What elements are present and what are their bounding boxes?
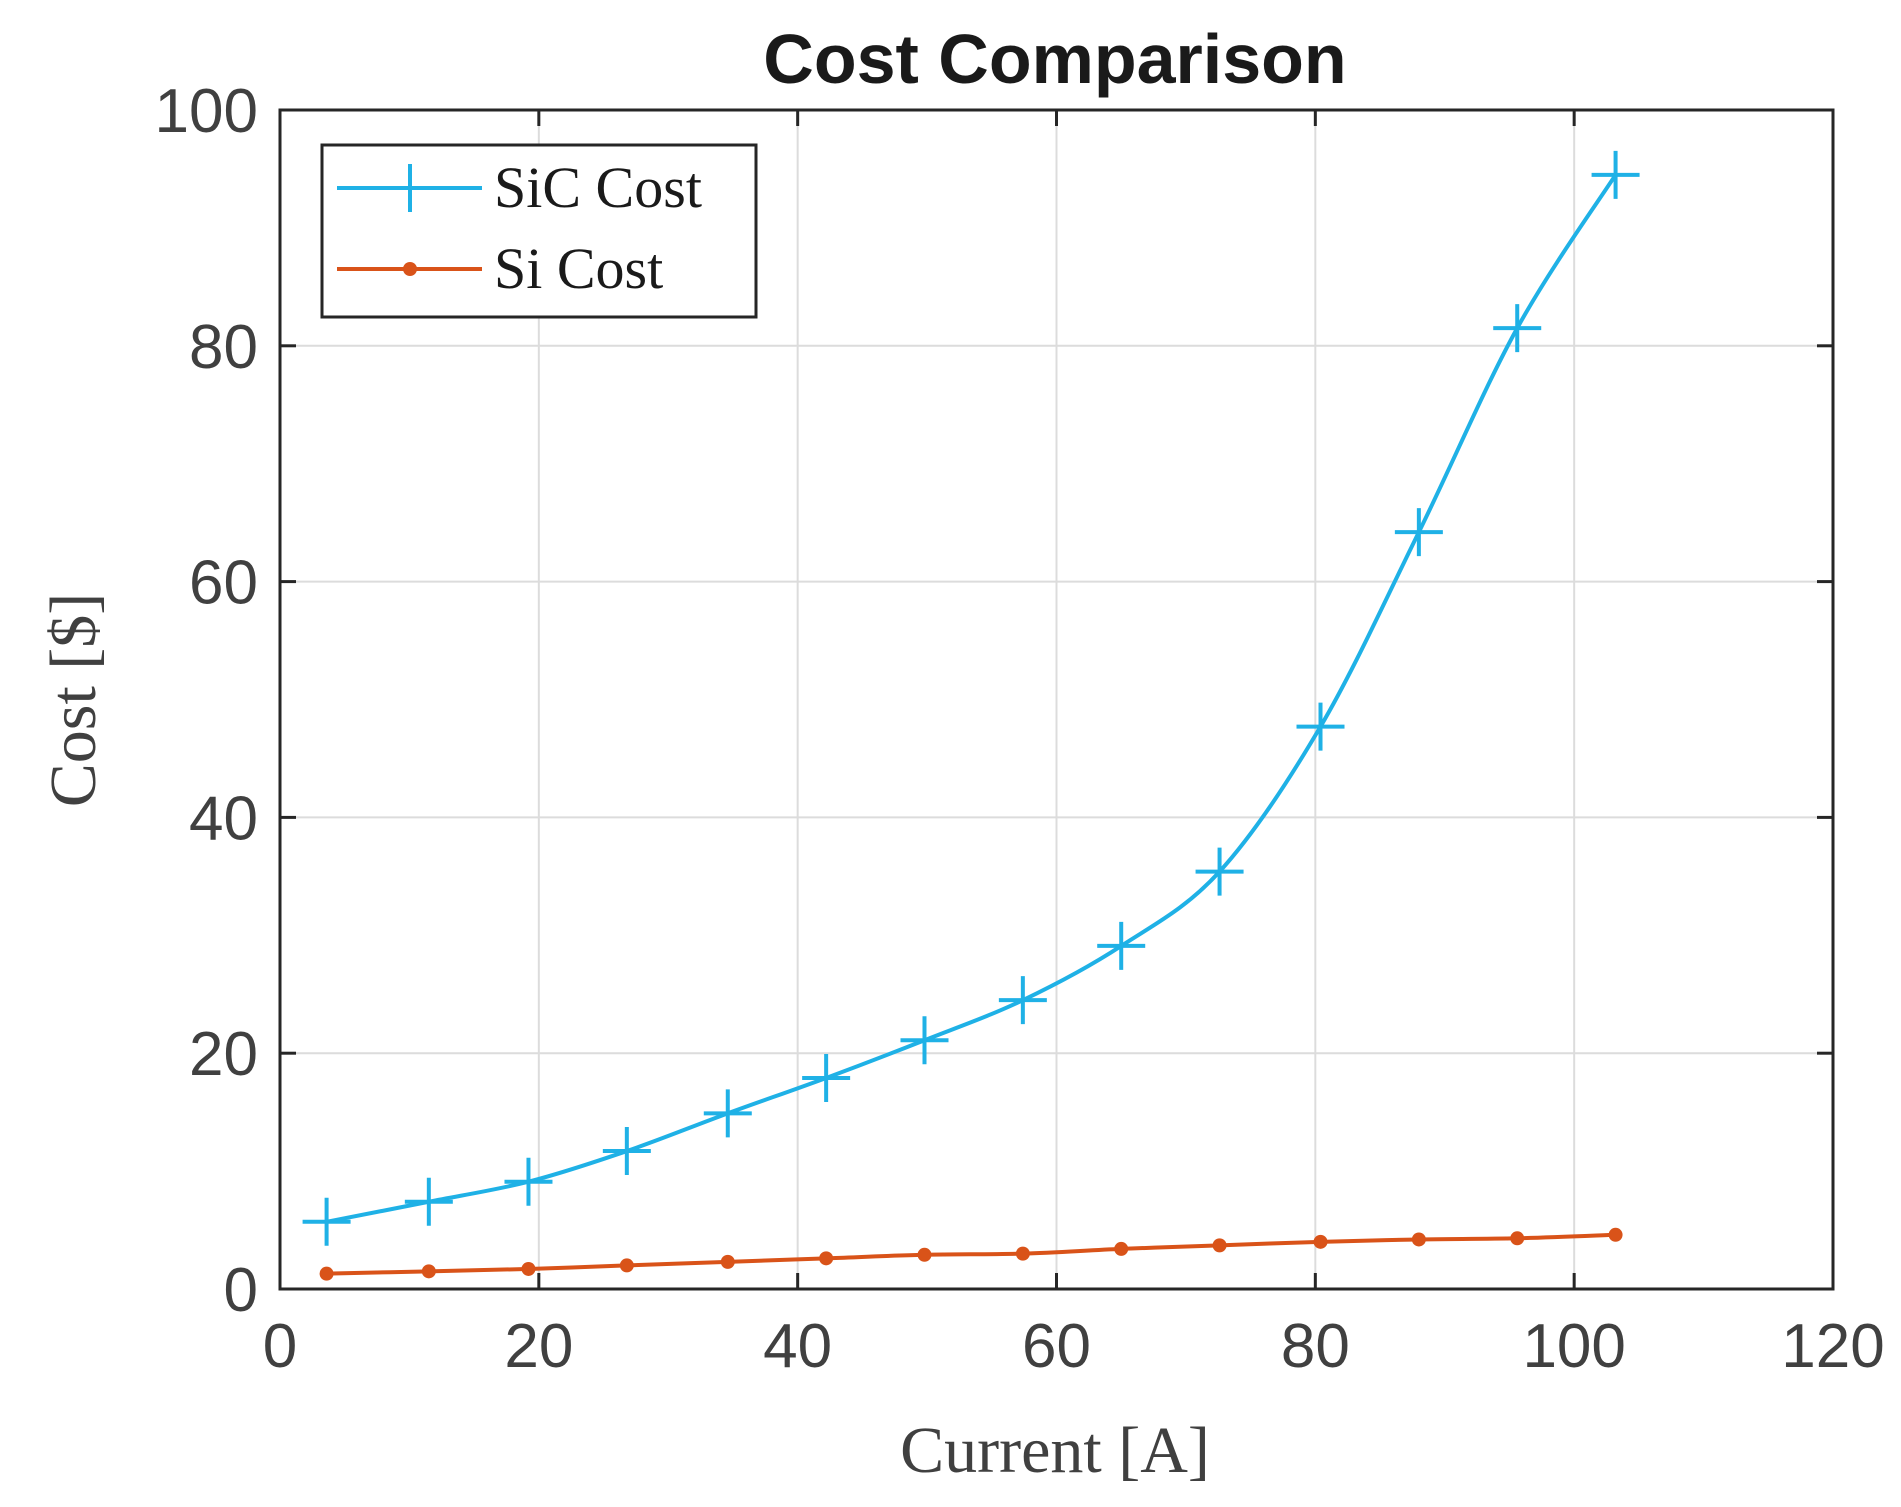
si-cost-point [1212,1238,1227,1253]
sic-cost-point [504,1157,553,1206]
y-tick-label: 20 [189,1020,258,1089]
x-axis-label: Current [A] [900,1414,1210,1487]
sic-cost-point [1195,847,1244,896]
si-cost-point [319,1266,334,1281]
si-cost-point [619,1258,634,1273]
sic-cost-point [1097,921,1146,970]
si-cost-point [421,1264,436,1279]
axis-ticks [278,108,1835,1291]
y-tick-label: 60 [189,549,258,618]
legend: SiC Cost Si Cost [320,143,758,319]
x-tick-label: 20 [504,1312,573,1381]
sic-cost-point [802,1053,851,1102]
tick-labels: 0 20 40 60 80 100 120 0 20 40 60 80 100 [155,77,1885,1381]
si-cost-point [1313,1234,1328,1249]
series-layer [302,150,1640,1281]
sic-cost-point [1591,150,1640,199]
si-cost-point [1510,1231,1525,1246]
sic-cost-series-line [324,172,1618,1224]
legend-item-si-cost: Si Cost [337,236,663,301]
sic-cost-point [998,976,1047,1025]
legend-marker-plus [386,164,434,212]
x-tick-label: 100 [1522,1312,1625,1381]
grid-lines [280,110,1833,1289]
si-cost-point [521,1261,536,1276]
sic-cost-point [602,1127,651,1176]
si-cost-point [1608,1227,1623,1242]
sic-cost-point [404,1177,453,1226]
sic-cost-point [1394,508,1443,557]
sic-cost-point [703,1089,752,1138]
x-tick-label: 40 [763,1312,832,1381]
sic-cost-point [900,1016,949,1065]
sic-cost-point [1296,702,1345,751]
x-tick-label: 0 [263,1312,297,1381]
y-tick-label: 0 [224,1256,258,1325]
y-axis-label: Cost [$] [37,593,110,808]
y-tick-label: 40 [189,784,258,853]
sic-cost-point [302,1197,351,1246]
legend-box [320,143,758,319]
sic-cost-point [1493,304,1542,353]
chart-title: Cost Comparison [763,20,1346,98]
si-cost-point [720,1254,735,1269]
x-tick-label: 120 [1781,1312,1884,1381]
legend-label: Si Cost [494,236,663,301]
legend-item-sic-cost: SiC Cost [337,155,702,220]
legend-label: SiC Cost [494,155,702,220]
si-cost-point [819,1251,834,1266]
x-tick-label: 80 [1281,1312,1350,1381]
legend-marker-dot [403,262,417,276]
x-tick-label: 60 [1022,1312,1091,1381]
si-cost-point [917,1247,932,1262]
y-tick-label: 80 [189,313,258,382]
y-tick-label: 100 [155,77,258,146]
si-cost-point [1114,1241,1129,1256]
si-cost-point [1411,1232,1426,1247]
si-cost-point [1015,1246,1030,1261]
